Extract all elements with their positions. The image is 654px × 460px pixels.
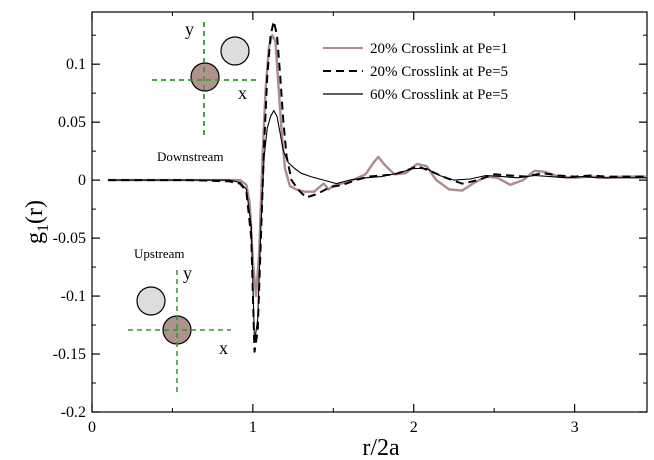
- y-tick-label: -0.15: [53, 346, 86, 363]
- inset-upstream-x-label: x: [219, 338, 228, 358]
- inset-downstream-neighbor-particle: [220, 36, 250, 66]
- y-axis-label-main: g: [22, 232, 48, 244]
- series-line-1: [108, 34, 647, 298]
- plot-frame: [91, 11, 648, 413]
- inset-downstream-y-label: y: [185, 19, 194, 39]
- y-tick-label: 0: [78, 172, 86, 189]
- y-axis-label: g1(r): [22, 200, 52, 244]
- x-axis-label: r/2a: [362, 435, 400, 460]
- series-lines: [108, 20, 647, 353]
- x-tick-label: 2: [410, 419, 418, 436]
- legend-label-series-3: 60% Crosslink at Pe=5: [370, 87, 508, 103]
- y-axis-label-tail: (r): [22, 200, 48, 224]
- x-tick-label: 1: [249, 419, 257, 436]
- y-tick-label: 0.05: [58, 114, 86, 131]
- inset-upstream-label: Upstream: [134, 246, 185, 261]
- inset-downstream-label: Downstream: [157, 149, 223, 164]
- x-tick-label: 3: [571, 419, 579, 436]
- y-tick-label: -0.2: [61, 404, 86, 421]
- legend: 20% Crosslink at Pe=1 20% Crosslink at P…: [323, 41, 508, 103]
- y-tick-label: -0.05: [53, 230, 86, 247]
- inset-upstream-neighbor-particle: [136, 286, 166, 316]
- axis-ticks: 0 1 2 3 -0.2 -0.15 -0.1 -0.05 0 0.05 0.1: [53, 12, 647, 436]
- x-tick-label: 0: [88, 419, 96, 436]
- series-line-3: [108, 110, 647, 343]
- inset-downstream-x-label: x: [238, 83, 247, 103]
- legend-label-series-1: 20% Crosslink at Pe=1: [370, 41, 508, 57]
- inset-upstream: y x Upstream: [128, 246, 231, 395]
- inset-upstream-y-label: y: [183, 263, 192, 283]
- y-axis-label-sub: 1: [35, 224, 52, 232]
- inset-downstream: y x Downstream: [152, 19, 256, 164]
- plot-border: [91, 11, 648, 413]
- svg-text:g1(r): g1(r): [22, 200, 52, 244]
- y-tick-label: 0.1: [66, 56, 86, 73]
- y-tick-label: -0.1: [61, 288, 86, 305]
- legend-label-series-2: 20% Crosslink at Pe=5: [370, 64, 508, 80]
- inset-downstream-center-particle: [190, 62, 220, 92]
